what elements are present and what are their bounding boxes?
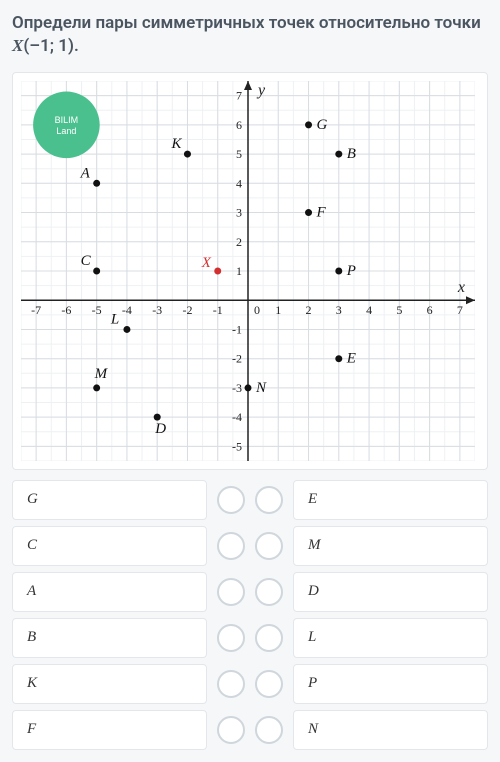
- match-radio-left[interactable]: [217, 532, 245, 560]
- point-M: [93, 384, 100, 391]
- point-G: [305, 121, 312, 128]
- svg-text:0: 0: [254, 303, 260, 317]
- svg-text:6: 6: [236, 118, 242, 132]
- answer-slot-right[interactable]: P: [293, 664, 488, 704]
- answer-slot-left[interactable]: F: [12, 710, 207, 750]
- answer-slot-right[interactable]: L: [293, 618, 488, 658]
- point-label-P: P: [346, 263, 356, 279]
- point-label-F: F: [316, 204, 327, 220]
- match-radio-left[interactable]: [217, 624, 245, 652]
- point-D: [154, 414, 161, 421]
- answer-slot-left[interactable]: A: [12, 572, 207, 612]
- point-label-A: A: [80, 165, 91, 181]
- point-label-C: C: [81, 253, 92, 269]
- svg-text:7: 7: [236, 88, 242, 102]
- svg-text:-2: -2: [232, 352, 242, 366]
- svg-text:-4: -4: [232, 410, 242, 424]
- answer-slot-right[interactable]: D: [293, 572, 488, 612]
- center-point-label: X: [201, 255, 212, 271]
- chart-svg: -7 -6 -5 -4 -3 -2 -1 1 2 3 4 5 6 7 -5 -4 -3 -2 -1 1 2 3 4 5 6 7 0 x…: [21, 81, 475, 461]
- match-radio-right[interactable]: [255, 532, 283, 560]
- answer-slot-left[interactable]: G: [12, 480, 207, 520]
- point-label-L: L: [110, 311, 119, 327]
- match-radio-left[interactable]: [217, 578, 245, 606]
- point-label-N: N: [255, 380, 267, 396]
- point-label-G: G: [317, 117, 328, 133]
- svg-text:4: 4: [236, 176, 242, 190]
- svg-text:5: 5: [396, 303, 402, 317]
- svg-text:-4: -4: [122, 303, 132, 317]
- point-B: [335, 150, 342, 157]
- point-K: [184, 150, 191, 157]
- point-P: [335, 267, 342, 274]
- match-radio-right[interactable]: [255, 624, 283, 652]
- point-L: [123, 326, 130, 333]
- svg-text:y: y: [256, 82, 266, 99]
- svg-text:-1: -1: [232, 322, 242, 336]
- point-A: [93, 180, 100, 187]
- match-radio-right[interactable]: [255, 578, 283, 606]
- svg-text:5: 5: [236, 147, 242, 161]
- point-label-M: M: [94, 366, 109, 382]
- svg-text:1: 1: [236, 264, 242, 278]
- answer-row: KP: [12, 664, 488, 704]
- answer-row: CM: [12, 526, 488, 566]
- svg-text:1: 1: [275, 303, 281, 317]
- svg-text:-2: -2: [182, 303, 192, 317]
- svg-text:6: 6: [427, 303, 433, 317]
- answer-slot-left[interactable]: C: [12, 526, 207, 566]
- svg-text:3: 3: [236, 205, 242, 219]
- svg-text:2: 2: [236, 235, 242, 249]
- answer-slot-right[interactable]: N: [293, 710, 488, 750]
- svg-text:-5: -5: [232, 439, 242, 453]
- answer-row: BL: [12, 618, 488, 658]
- question-point-coords: (–1; 1).: [23, 36, 78, 56]
- coordinate-chart: -7 -6 -5 -4 -3 -2 -1 1 2 3 4 5 6 7 -5 -4 -3 -2 -1 1 2 3 4 5 6 7 0 x…: [12, 72, 488, 470]
- answer-row: FN: [12, 710, 488, 750]
- answer-row: AD: [12, 572, 488, 612]
- svg-text:-3: -3: [152, 303, 162, 317]
- point-N: [245, 384, 252, 391]
- svg-text:-3: -3: [232, 381, 242, 395]
- svg-text:7: 7: [457, 303, 463, 317]
- svg-text:-7: -7: [31, 303, 41, 317]
- svg-text:-6: -6: [61, 303, 71, 317]
- question-text: Определи пары симметричных точек относит…: [12, 12, 488, 58]
- point-label-E: E: [346, 351, 356, 367]
- svg-text:4: 4: [366, 303, 372, 317]
- answer-rows: GECMADBLKPFN: [12, 480, 488, 750]
- point-C: [93, 267, 100, 274]
- match-radio-right[interactable]: [255, 486, 283, 514]
- answer-slot-left[interactable]: K: [12, 664, 207, 704]
- svg-text:BILIM: BILIM: [55, 115, 79, 125]
- point-label-K: K: [170, 136, 182, 152]
- svg-text:x: x: [457, 279, 465, 296]
- point-label-B: B: [347, 146, 356, 162]
- point-E: [335, 355, 342, 362]
- svg-text:3: 3: [336, 303, 342, 317]
- match-radio-left[interactable]: [217, 670, 245, 698]
- svg-text:2: 2: [306, 303, 312, 317]
- answer-slot-left[interactable]: B: [12, 618, 207, 658]
- match-radio-right[interactable]: [255, 670, 283, 698]
- point-F: [305, 209, 312, 216]
- question-prefix: Определи пары симметричных точек относит…: [12, 13, 481, 33]
- svg-text:-5: -5: [92, 303, 102, 317]
- question-point-symbol: X: [12, 36, 23, 55]
- center-point: [214, 267, 221, 274]
- point-label-D: D: [154, 421, 166, 437]
- answer-slot-right[interactable]: E: [293, 480, 488, 520]
- answer-slot-right[interactable]: M: [293, 526, 488, 566]
- match-radio-left[interactable]: [217, 486, 245, 514]
- svg-text:-1: -1: [213, 303, 223, 317]
- svg-text:Land: Land: [56, 126, 76, 136]
- answer-row: GE: [12, 480, 488, 520]
